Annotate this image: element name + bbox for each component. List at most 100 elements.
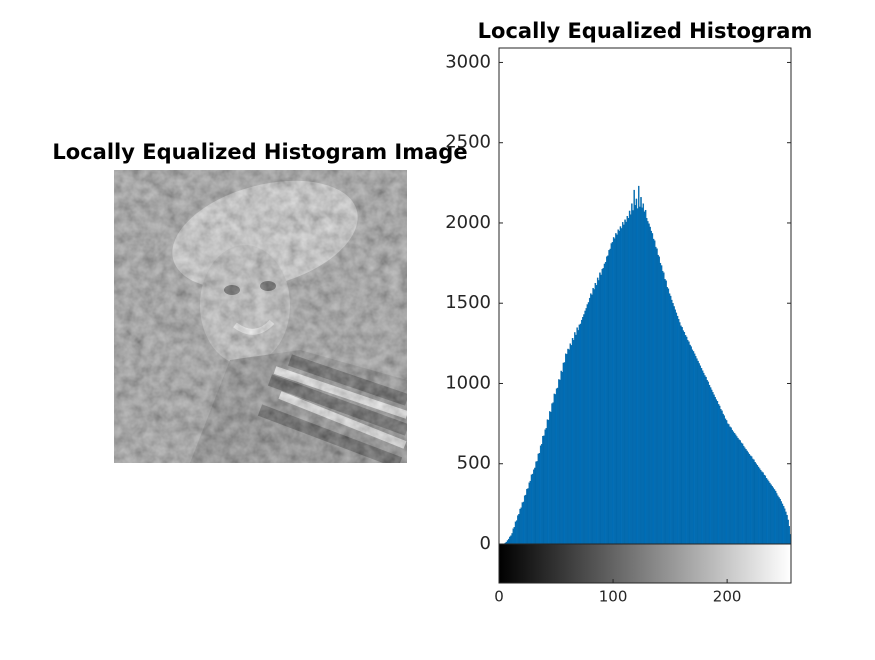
x-tick-label: 0 — [494, 588, 504, 606]
bar — [587, 305, 588, 544]
bar — [689, 345, 690, 544]
bar — [736, 436, 737, 544]
bar — [622, 222, 623, 544]
y-tick-label: 1500 — [445, 292, 491, 313]
bar — [553, 403, 554, 544]
bar — [656, 249, 657, 544]
bar — [582, 317, 583, 544]
bar — [715, 397, 716, 544]
bar — [659, 257, 660, 544]
bar — [591, 295, 592, 544]
bar — [751, 457, 752, 544]
y-tick-label: 500 — [457, 453, 491, 474]
bar — [595, 283, 596, 544]
bar — [713, 395, 714, 544]
bar — [514, 527, 515, 544]
bar — [685, 335, 686, 544]
bar — [773, 488, 774, 544]
bar — [753, 460, 754, 544]
bar — [687, 340, 688, 544]
bar — [677, 316, 678, 544]
bar — [675, 310, 676, 544]
bar — [612, 242, 613, 544]
bar — [605, 262, 606, 544]
bar — [775, 491, 776, 544]
bar — [542, 436, 543, 544]
bar — [731, 428, 732, 544]
bar — [613, 237, 614, 544]
bar — [593, 288, 594, 544]
bar — [702, 371, 703, 544]
bar — [513, 529, 514, 544]
bar — [778, 497, 779, 544]
bar — [749, 454, 750, 544]
bar — [629, 211, 630, 544]
bar — [735, 435, 736, 544]
bar — [766, 478, 767, 544]
bar — [776, 493, 777, 544]
bar — [521, 508, 522, 544]
bar — [789, 526, 790, 544]
bar — [695, 356, 696, 544]
bar — [586, 308, 587, 544]
bar — [642, 208, 643, 544]
bar — [693, 351, 694, 544]
bar — [651, 231, 652, 544]
bar — [632, 210, 633, 544]
bar — [767, 480, 768, 544]
bar — [710, 387, 711, 544]
bar — [769, 483, 770, 544]
bar — [701, 368, 702, 544]
bar — [619, 231, 620, 544]
bar — [546, 428, 547, 544]
bar — [567, 349, 568, 544]
y-tick-label: 1000 — [445, 372, 491, 393]
chart-title: Locally Equalized Histogram — [478, 19, 813, 43]
bar — [531, 475, 532, 544]
bar — [703, 373, 704, 544]
bar — [741, 443, 742, 544]
bar — [645, 210, 646, 544]
bar — [765, 476, 766, 544]
y-tick-label: 0 — [480, 533, 491, 554]
bar — [788, 520, 789, 544]
bar — [644, 212, 645, 544]
bar — [564, 362, 565, 544]
bar — [696, 359, 697, 544]
bar — [529, 483, 530, 544]
bar — [634, 190, 635, 544]
bar — [635, 205, 636, 544]
bar — [545, 430, 546, 544]
x-tick-label: 100 — [599, 588, 628, 606]
bar — [748, 453, 749, 544]
bar — [781, 501, 782, 544]
bar — [530, 481, 531, 544]
bar — [599, 273, 600, 544]
bar — [705, 377, 706, 544]
bar — [725, 419, 726, 544]
bar — [588, 302, 589, 544]
bar — [624, 220, 625, 544]
bar — [721, 411, 722, 544]
bar — [631, 204, 632, 544]
bar — [640, 197, 641, 544]
bar — [562, 372, 563, 544]
bar — [708, 382, 709, 544]
bar — [762, 473, 763, 544]
bar — [536, 462, 537, 544]
y-tick-label: 3000 — [445, 51, 491, 72]
bar — [679, 322, 680, 544]
bar — [674, 306, 675, 544]
bar — [573, 340, 574, 544]
bar — [678, 319, 679, 544]
bar — [724, 416, 725, 544]
bar — [671, 300, 672, 544]
bar — [660, 263, 661, 544]
bar — [664, 279, 665, 544]
bar — [759, 469, 760, 544]
bar — [540, 446, 541, 544]
bar — [709, 385, 710, 544]
bar — [512, 533, 513, 544]
bar — [598, 280, 599, 544]
